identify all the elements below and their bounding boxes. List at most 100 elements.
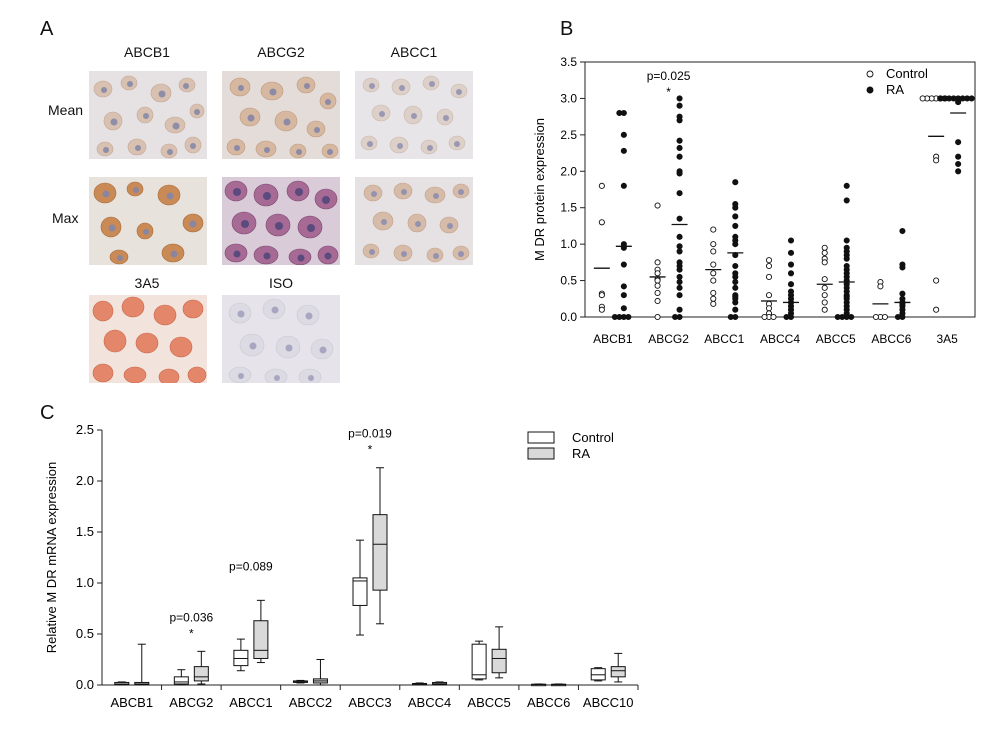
p-value-annotation: p=0.036 [169, 610, 213, 624]
row-label-max: Max [52, 210, 79, 226]
data-point-ra [676, 137, 683, 144]
data-point-ra [676, 306, 683, 313]
legend-swatch-control [527, 431, 555, 444]
data-point-control [598, 182, 605, 189]
data-point-ra [955, 160, 962, 168]
data-point-ra [787, 237, 795, 244]
x-tick-label: ABCC6 [527, 695, 570, 710]
data-point-ra [899, 227, 906, 235]
data-point-ra [676, 243, 683, 250]
box-ra [253, 620, 269, 659]
x-tick-label: ABCC5 [467, 695, 510, 710]
plot-frame [584, 61, 976, 318]
significance-star: * [666, 85, 671, 99]
data-point-ra [732, 299, 739, 306]
box-ra [372, 514, 388, 591]
data-point-control [821, 306, 828, 313]
data-point-ra [676, 273, 683, 280]
data-point-ra [843, 255, 850, 262]
data-point-control [654, 202, 661, 209]
legend-swatch-ra [527, 447, 555, 460]
data-point-ra [676, 190, 683, 197]
data-point-control [821, 259, 828, 266]
data-point-control [654, 270, 661, 277]
data-point-ra [787, 270, 795, 277]
y-tick-label: 1.5 [560, 201, 577, 215]
data-point-ra [620, 261, 627, 268]
y-tick-label: 2.5 [76, 422, 94, 437]
x-tick-label: ABCC2 [289, 695, 332, 710]
data-point-ra [676, 153, 683, 160]
x-tick-label: ABCC10 [583, 695, 634, 710]
data-point-ra [620, 182, 627, 189]
y-tick-label: 0.0 [76, 677, 94, 692]
x-tick-label: ABCC4 [760, 332, 800, 346]
data-point-ra [955, 168, 962, 175]
data-point-ra [676, 248, 683, 255]
box-control [590, 668, 606, 681]
data-point-ra [676, 266, 683, 273]
data-point-ra [843, 197, 850, 204]
x-tick-label: ABCC5 [816, 332, 856, 346]
x-tick-label: ABCG2 [169, 695, 213, 710]
data-point-ra [899, 290, 906, 297]
panel-letter-c: C [40, 402, 55, 424]
data-point-ra [787, 281, 795, 288]
row-label-mean: Mean [48, 102, 84, 118]
data-point-control [765, 292, 773, 299]
data-point-ra [732, 273, 739, 280]
mrna-expression-box-chart: 0.0 0.5 1.0 1.5 2.0 2.5 Relative M DR mRNA exp… [44, 422, 639, 710]
col-label-abcc1: ABCC1 [390, 44, 438, 60]
data-point-ra [611, 313, 618, 321]
x-tick-label: ABCC3 [348, 695, 391, 710]
data-point-ra [676, 170, 683, 177]
data-point-control [598, 306, 605, 313]
data-point-control [821, 249, 828, 256]
data-point-ra [620, 131, 627, 138]
p-value-annotation: p=0.089 [229, 559, 273, 573]
data-point-ra [676, 233, 683, 240]
micrograph-mean-abcb1 [89, 71, 207, 159]
data-point-control [933, 157, 940, 164]
micrograph-max-abcg2 [222, 177, 340, 265]
box-control [173, 676, 189, 685]
label-iso: ISO [268, 275, 294, 291]
data-point-control [654, 289, 661, 297]
legend-label-ra: RA [886, 82, 904, 97]
data-point-ra [676, 144, 683, 152]
data-point-ra [955, 153, 962, 160]
data-point-control [710, 241, 717, 248]
data-point-ra [676, 117, 683, 124]
y-axis-label: Relative M DR mRNA expression [44, 462, 59, 653]
data-point-control [770, 313, 777, 321]
data-point-ra [787, 261, 795, 268]
y-tick-label: 0.0 [560, 310, 577, 324]
data-point-ra [676, 95, 683, 102]
data-point-ra [848, 313, 855, 321]
data-point-control [872, 313, 879, 321]
data-point-ra [732, 213, 739, 220]
data-point-ra [620, 305, 627, 312]
data-point-control [881, 313, 888, 321]
data-point-control [765, 273, 773, 280]
data-point-ra [899, 264, 906, 271]
data-point-ra [620, 292, 627, 299]
y-axis-label: M DR protein expression [532, 118, 547, 261]
box-ra [134, 681, 150, 685]
data-point-control [765, 305, 773, 312]
data-point-control [654, 277, 661, 284]
data-point-control [654, 282, 661, 289]
data-point-ra [834, 313, 841, 321]
data-point-control [933, 306, 940, 313]
legend-label-ra: RA [572, 446, 590, 461]
data-point-ra [732, 306, 739, 313]
y-tick-label: 1.0 [76, 575, 94, 590]
x-tick-label: 3A5 [936, 332, 958, 346]
data-point-ra [955, 99, 962, 106]
box-control [352, 577, 368, 606]
data-point-control [821, 284, 828, 291]
y-tick-label: 2.0 [560, 164, 577, 178]
data-point-control [821, 276, 828, 283]
data-point-control [654, 313, 661, 321]
significance-star: * [368, 443, 373, 457]
